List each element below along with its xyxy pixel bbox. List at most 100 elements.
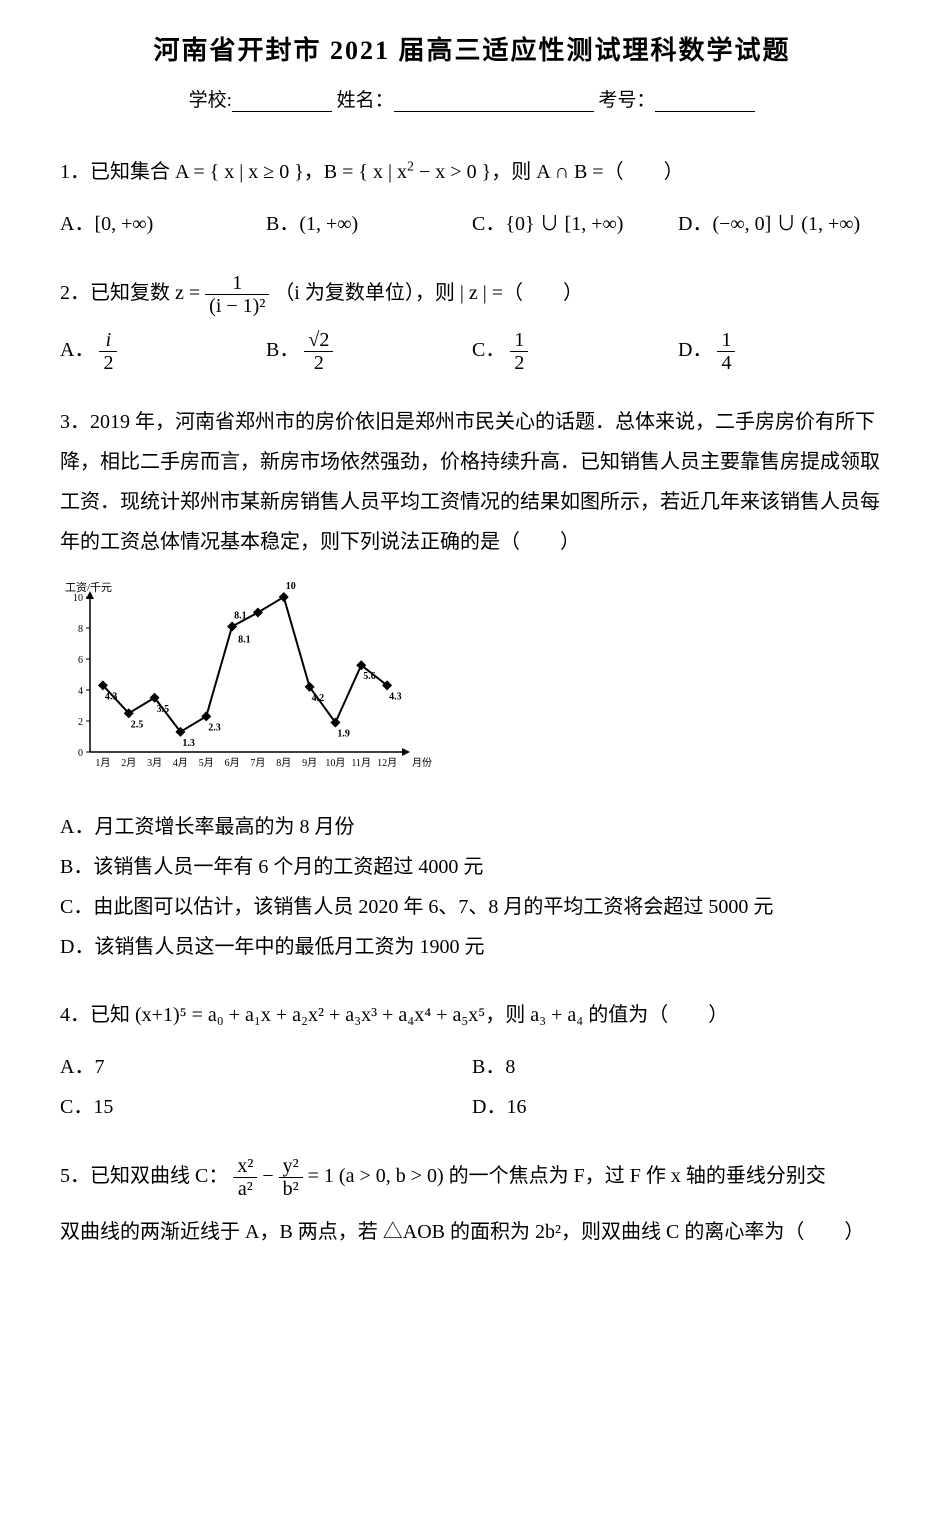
q3-optC: C．由此图可以估计，该销售人员 2020 年 6、7、8 月的平均工资将会超过 … bbox=[60, 887, 884, 927]
svg-text:1.9: 1.9 bbox=[337, 729, 350, 740]
q1-optB: B．(1, +∞) bbox=[266, 204, 472, 244]
q2-frac-den: (i − 1)² bbox=[205, 295, 269, 317]
q5-frac1-den: a² bbox=[233, 1178, 257, 1200]
q3-optD: D．该销售人员这一年中的最低月工资为 1900 元 bbox=[60, 927, 884, 967]
q5-text: 5．已知双曲线 C： x² a² − y² b² = 1 (a > 0, b >… bbox=[60, 1155, 884, 1200]
svg-text:8月: 8月 bbox=[276, 757, 291, 769]
q2-optA: A． i2 bbox=[60, 329, 266, 374]
q1-optC: C．{0} ∪ [1, +∞) bbox=[472, 204, 678, 244]
q5-line2: 双曲线的两渐近线于 A，B 两点，若 △AOB 的面积为 2b²，则双曲线 C … bbox=[60, 1212, 884, 1252]
q3-options: A．月工资增长率最高的为 8 月份 B．该销售人员一年有 6 个月的工资超过 4… bbox=[60, 807, 884, 967]
q2-optC-pre: C． bbox=[472, 339, 505, 361]
svg-text:10月: 10月 bbox=[325, 757, 345, 769]
q4-options: A．7 B．8 C．15 D．16 bbox=[60, 1047, 884, 1127]
question-3: 3．2019 年，河南省郑州市的房价依旧是郑州市民关心的话题．总体来说，二手房房… bbox=[60, 402, 884, 967]
q2-frac: 1 (i − 1)² bbox=[205, 272, 269, 317]
salary-chart-svg: 工资/千元02468101月2月3月4月5月6月7月8月9月10月11月12月月… bbox=[60, 577, 440, 787]
svg-text:8.1: 8.1 bbox=[238, 634, 251, 645]
svg-text:3月: 3月 bbox=[147, 757, 162, 769]
q1-sup: 2 bbox=[407, 159, 414, 174]
name-label: 姓名： bbox=[337, 90, 394, 111]
q2-optD: D． 14 bbox=[678, 329, 884, 374]
q2-optC-den: 2 bbox=[510, 352, 528, 374]
svg-text:1.3: 1.3 bbox=[182, 738, 195, 749]
question-4: 4．已知 (x+1)⁵ = a₀ + a₁x + a₂x² + a₃x³ + a… bbox=[60, 995, 884, 1127]
q5-pre: 已知双曲线 C： bbox=[90, 1165, 228, 1187]
q2-optB: B． √22 bbox=[266, 329, 472, 374]
q2-frac-num: 1 bbox=[205, 272, 269, 295]
q1-optA: A．[0, +∞) bbox=[60, 204, 266, 244]
info-line: 学校: 姓名： 考号： bbox=[60, 85, 884, 112]
q5-frac2-num: y² bbox=[279, 1155, 303, 1178]
q4-optB: B．8 bbox=[472, 1047, 884, 1087]
q2-optB-pre: B． bbox=[266, 339, 299, 361]
q5-frac2: y² b² bbox=[279, 1155, 303, 1200]
q1-text: 1．已知集合 A = { x | x ≥ 0 }，B = { x | x2 − … bbox=[60, 152, 884, 192]
q3-body: 2019 年，河南省郑州市的房价依旧是郑州市民关心的话题．总体来说，二手房房价有… bbox=[60, 411, 880, 553]
q4-text: 4．已知 (x+1)⁵ = a₀ + a₁x + a₂x² + a₃x³ + a… bbox=[60, 995, 884, 1035]
q2-optA-num: i bbox=[99, 329, 117, 352]
q2-optD-pre: D． bbox=[678, 339, 712, 361]
name-blank bbox=[394, 92, 594, 112]
q4-optC: C．15 bbox=[60, 1087, 472, 1127]
question-5: 5．已知双曲线 C： x² a² − y² b² = 1 (a > 0, b >… bbox=[60, 1155, 884, 1252]
svg-text:10: 10 bbox=[286, 581, 296, 592]
q2-optB-num: √2 bbox=[304, 329, 333, 352]
q5-frac1-num: x² bbox=[233, 1155, 257, 1178]
svg-text:5.6: 5.6 bbox=[363, 671, 376, 682]
q4-body: 已知 (x+1)⁵ = a₀ + a₁x + a₂x² + a₃x³ + a₄x… bbox=[90, 1004, 728, 1026]
q2-pre: 已知复数 z = bbox=[90, 282, 205, 304]
svg-text:2月: 2月 bbox=[121, 757, 136, 769]
q5-num: 5． bbox=[60, 1165, 90, 1187]
svg-text:10: 10 bbox=[73, 593, 83, 604]
svg-text:4: 4 bbox=[78, 686, 83, 697]
number-label: 考号： bbox=[598, 90, 655, 111]
svg-text:6月: 6月 bbox=[225, 757, 240, 769]
q2-optB-den: 2 bbox=[304, 352, 333, 374]
q5-mid: = 1 (a > 0, b > 0) 的一个焦点为 F，过 F 作 x 轴的垂线… bbox=[303, 1165, 826, 1187]
q2-options: A． i2 B． √22 C． 12 D． 14 bbox=[60, 329, 884, 374]
salary-chart: 工资/千元02468101月2月3月4月5月6月7月8月9月10月11月12月月… bbox=[60, 577, 884, 787]
q2-text: 2．已知复数 z = 1 (i − 1)² （i 为复数单位），则 | z | … bbox=[60, 272, 884, 317]
q3-optA: A．月工资增长率最高的为 8 月份 bbox=[60, 807, 884, 847]
q5-frac1: x² a² bbox=[233, 1155, 257, 1200]
svg-text:0: 0 bbox=[78, 748, 83, 759]
svg-text:1月: 1月 bbox=[95, 757, 110, 769]
svg-text:2.5: 2.5 bbox=[131, 719, 144, 730]
q4-num: 4． bbox=[60, 1004, 90, 1026]
svg-text:4.2: 4.2 bbox=[312, 693, 325, 704]
q4-optA: A．7 bbox=[60, 1047, 472, 1087]
page-title: 河南省开封市 2021 届高三适应性测试理科数学试题 bbox=[60, 30, 884, 67]
svg-text:4月: 4月 bbox=[173, 757, 188, 769]
q5-minus: − bbox=[257, 1165, 278, 1187]
svg-text:12月: 12月 bbox=[377, 757, 397, 769]
q4-optD: D．16 bbox=[472, 1087, 884, 1127]
q2-optA-pre: A． bbox=[60, 339, 94, 361]
svg-text:2.3: 2.3 bbox=[208, 722, 221, 733]
q2-optC: C． 12 bbox=[472, 329, 678, 374]
q2-optD-den: 4 bbox=[717, 352, 735, 374]
svg-text:月份: 月份 bbox=[412, 757, 432, 769]
q3-num: 3． bbox=[60, 411, 90, 433]
svg-text:6: 6 bbox=[78, 655, 83, 666]
svg-text:7月: 7月 bbox=[250, 757, 265, 769]
q5-frac2-den: b² bbox=[279, 1178, 303, 1200]
q2-optD-num: 1 bbox=[717, 329, 735, 352]
q1-pre: 已知集合 A = { x | x ≥ 0 }，B = { x | x bbox=[90, 161, 407, 183]
q3-text: 3．2019 年，河南省郑州市的房价依旧是郑州市民关心的话题．总体来说，二手房房… bbox=[60, 402, 884, 562]
q1-post: − x > 0 }，则 A ∩ B =（ ） bbox=[414, 161, 684, 183]
question-2: 2．已知复数 z = 1 (i − 1)² （i 为复数单位），则 | z | … bbox=[60, 272, 884, 374]
q3-optB: B．该销售人员一年有 6 个月的工资超过 4000 元 bbox=[60, 847, 884, 887]
q1-optD: D．(−∞, 0] ∪ (1, +∞) bbox=[678, 204, 884, 244]
svg-text:5月: 5月 bbox=[199, 757, 214, 769]
svg-text:8: 8 bbox=[78, 624, 83, 635]
q1-num: 1． bbox=[60, 161, 90, 183]
svg-text:2: 2 bbox=[78, 717, 83, 728]
svg-text:3.5: 3.5 bbox=[157, 704, 170, 715]
q2-optA-den: 2 bbox=[99, 352, 117, 374]
svg-text:4.3: 4.3 bbox=[389, 691, 402, 702]
q1-options: A．[0, +∞) B．(1, +∞) C．{0} ∪ [1, +∞) D．(−… bbox=[60, 204, 884, 244]
q2-optC-num: 1 bbox=[510, 329, 528, 352]
q2-num: 2． bbox=[60, 282, 90, 304]
svg-text:8.1: 8.1 bbox=[234, 610, 247, 621]
